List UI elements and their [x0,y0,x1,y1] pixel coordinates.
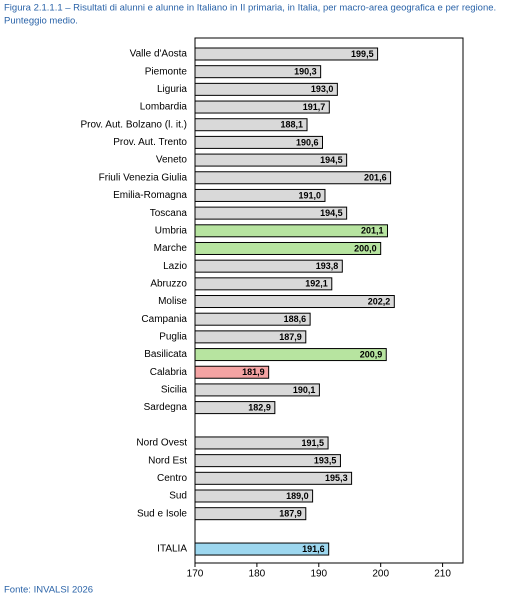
value-label: 201,6 [364,173,387,183]
category-label: Marche [154,243,188,254]
category-label: Liguria [157,84,187,95]
bar [194,206,348,220]
value-label: 195,3 [325,473,348,483]
bar [194,436,329,450]
category-label: Lazio [163,261,187,272]
bar [194,295,395,309]
bar [194,471,353,485]
bar [194,383,320,397]
category-label: Piemonte [145,66,188,77]
bar [194,542,330,556]
value-label: 200,0 [354,243,377,253]
category-label: Lombardia [140,102,188,113]
category-label: ITALIA [157,544,187,555]
category-label: Molise [158,296,187,307]
bar [194,489,314,503]
category-label: Valle d'Aosta [130,49,188,60]
bar [194,259,343,273]
category-label: Abruzzo [150,278,187,289]
value-label: 188,1 [280,120,303,130]
category-label: Sicilia [161,385,188,396]
x-tick-label: 190 [310,569,327,580]
bar [194,135,324,149]
value-label: 190,1 [293,385,316,395]
value-label: 187,9 [279,509,302,519]
bar [194,100,330,114]
category-label: Nord Ovest [136,438,187,449]
category-label: Basilicata [144,349,187,360]
bar [194,188,326,202]
value-label: 200,9 [360,349,383,359]
category-label: Calabria [150,367,188,378]
category-label: Sud e Isole [137,508,187,519]
category-label: Toscana [150,208,188,219]
bar [194,118,308,132]
value-label: 191,7 [303,102,326,112]
bar [194,312,311,326]
bar [194,65,322,79]
bar [194,507,307,521]
bar [194,401,276,415]
bar [194,454,341,468]
category-label: Prov. Aut. Trento [113,137,187,148]
category-label: Sud [169,491,187,502]
category-label: Nord Est [148,455,187,466]
category-label: Emilia-Romagna [113,190,187,201]
value-label: 199,5 [351,49,374,59]
category-label: Campania [141,314,187,325]
value-label: 191,5 [302,438,325,448]
bar [194,82,338,96]
value-label: 202,2 [368,296,391,306]
value-label: 190,6 [296,137,319,147]
source: Fonte: INVALSI 2026 [4,585,93,596]
value-label: 193,0 [311,84,334,94]
category-label: Prov. Aut. Bolzano (l. it.) [80,119,187,130]
chart-title: Figura 2.1.1.1 – Risultati di alunni e a… [4,3,496,14]
bar [194,241,382,255]
value-label: 181,9 [242,367,265,377]
value-label: 187,9 [279,332,302,342]
category-label: Friuli Venezia Giulia [99,172,188,183]
category-label: Sardegna [144,402,188,413]
x-tick-label: 180 [249,569,266,580]
value-label: 194,5 [320,208,343,218]
value-label: 193,8 [316,261,339,271]
value-label: 190,3 [294,67,317,77]
bar [194,365,270,379]
category-label: Centro [157,473,187,484]
x-tick-label: 170 [187,569,204,580]
value-label: 191,6 [302,544,325,554]
x-tick-label: 210 [434,569,451,580]
category-label: Veneto [156,155,188,166]
value-label: 191,0 [298,190,321,200]
bar [194,171,392,185]
chart-subtitle: Punteggio medio. [4,16,78,27]
value-label: 189,0 [286,491,309,501]
bar [194,153,348,167]
category-label: Puglia [159,332,187,343]
value-label: 192,1 [305,279,328,289]
value-label: 193,5 [314,456,337,466]
value-label: 201,1 [361,226,384,236]
bar [194,330,307,344]
bar [194,277,333,291]
category-label: Umbria [155,225,188,236]
bar [194,348,387,362]
bar [194,47,379,61]
bar [194,224,388,238]
value-label: 194,5 [320,155,343,165]
x-tick-label: 200 [372,569,389,580]
value-label: 188,6 [284,314,307,324]
value-label: 182,9 [248,402,271,412]
